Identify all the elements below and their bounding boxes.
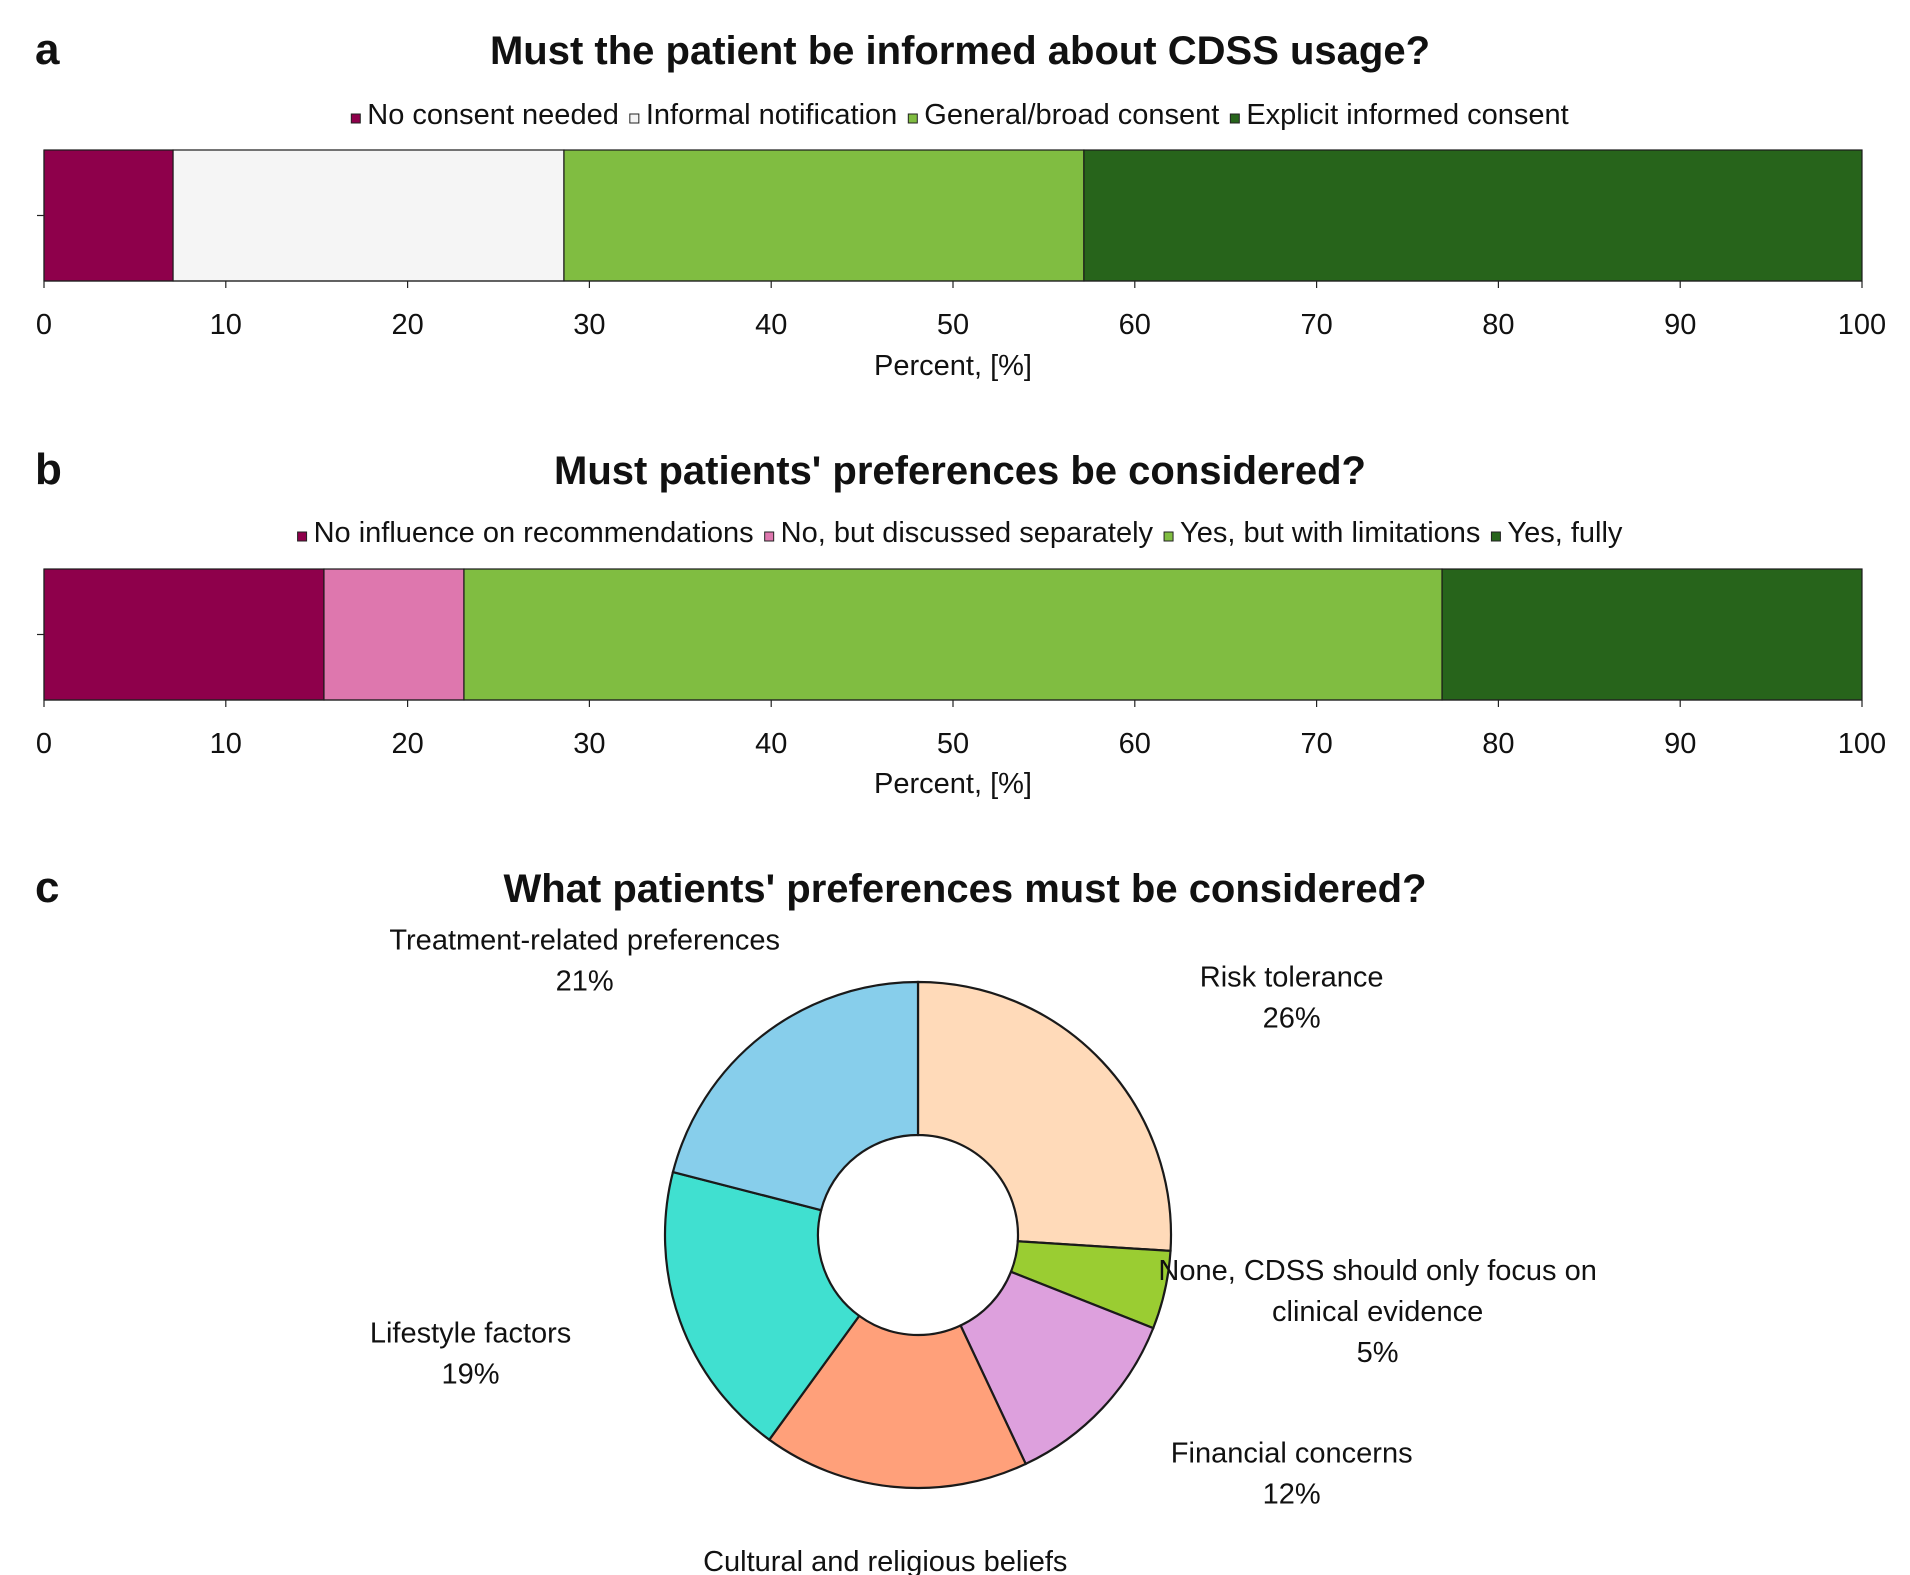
legend-label-yes-but-with-limitations: Yes, but with limitations (1180, 517, 1480, 549)
bar-segment-informal-notification (172, 149, 565, 282)
donut-slice-risk-tolerance (916, 980, 1173, 1253)
legend-item-general-broad-consent: General/broad consent (907, 99, 1219, 131)
x-tick-label: 0 (36, 728, 52, 760)
panel-letter-a: a (35, 25, 60, 74)
panel-b-x-axis-label: Percent, [%] (874, 768, 1032, 800)
x-tick-label: 70 (1300, 309, 1332, 341)
bar-segment-explicit-informed-consent (1083, 149, 1863, 282)
x-tick-label: 20 (391, 728, 423, 760)
slice-label-none-cdss-should-only-focus-on: None, CDSS should only focus on (1158, 1255, 1596, 1287)
legend-item-explicit-informed-consent: Explicit informed consent (1229, 99, 1569, 131)
x-tick-label: 80 (1482, 728, 1514, 760)
panel-b-x-axis: 0 10 20 30 40 50 60 70 80 90 100 (36, 569, 1886, 760)
panel-letter-c: c (35, 863, 59, 912)
x-tick-label: 10 (210, 728, 242, 760)
x-tick-label: 20 (391, 309, 423, 341)
x-tick-label: 10 (210, 309, 242, 341)
slice-percent-lifestyle-factors: 19% (442, 1358, 500, 1390)
legend-item-yes-but-with-limitations: Yes, but with limitations (1163, 517, 1480, 549)
slice-percent-financial-concerns: 12% (1263, 1479, 1321, 1511)
legend-label-explicit-informed-consent: Explicit informed consent (1246, 99, 1568, 131)
panel-c-title: What patients' preferences must be consi… (503, 867, 1426, 911)
bar-segment-general-broad-consent (563, 149, 1085, 282)
legend-label-general-broad-consent: General/broad consent (924, 99, 1219, 131)
panel-a-title: Must the patient be informed about CDSS … (490, 29, 1430, 73)
panel-c-donut (663, 980, 1173, 1490)
slice-label-lifestyle-factors: Lifestyle factors (370, 1317, 571, 1349)
legend-item-informal-notification: Informal notification (629, 99, 897, 131)
panel-a: a Must the patient be informed about CDS… (35, 25, 1886, 382)
x-tick-label: 70 (1300, 728, 1332, 760)
slice-label-cultural-and-religious-beliefs: Cultural and religious beliefs (703, 1546, 1067, 1575)
panel-b-legend: No influence on recommendations No, but d… (297, 517, 1623, 549)
x-tick-label: 60 (1119, 728, 1151, 760)
x-tick-label: 80 (1482, 309, 1514, 341)
x-tick-label: 0 (36, 309, 52, 341)
legend-item-no-but-discussed-separately: No, but discussed separately (764, 517, 1154, 549)
bar-segment-no-but-discussed-separately (323, 568, 465, 701)
slice-label-risk-tolerance: Risk tolerance (1200, 961, 1384, 993)
x-tick-label: 50 (937, 728, 969, 760)
legend-item-no-influence-on-recommendations: No influence on recommendations (297, 517, 754, 549)
x-tick-label: 100 (1838, 309, 1886, 341)
panel-a-x-axis-label: Percent, [%] (874, 350, 1032, 382)
x-tick-label: 60 (1119, 309, 1151, 341)
panel-b-title: Must patients' preferences be considered… (554, 449, 1366, 493)
legend-swatch-explicit-informed-consent (1229, 113, 1240, 124)
x-tick-label: 90 (1664, 728, 1696, 760)
legend-label-informal-notification: Informal notification (646, 99, 897, 131)
panel-c: c What patients' preferences must be con… (35, 863, 1597, 1575)
legend-swatch-general-broad-consent (907, 113, 918, 124)
legend-swatch-no-but-discussed-separately (764, 531, 775, 542)
slice-percent-none-cdss-should-only-focus-on: 5% (1357, 1337, 1399, 1369)
x-tick-label: 100 (1838, 728, 1886, 760)
slice-percent-risk-tolerance: 26% (1263, 1002, 1321, 1034)
bar-segment-yes-fully (1441, 568, 1863, 701)
panel-a-bars (43, 149, 1863, 282)
legend-item-no-consent-needed: No consent needed (350, 99, 619, 131)
legend-swatch-yes-fully (1490, 531, 1501, 542)
donut-slice-financial-concerns (959, 1270, 1155, 1466)
donut-slice-cultural-and-religious-beliefs (767, 1314, 1028, 1490)
x-tick-label: 90 (1664, 309, 1696, 341)
slice-label-line2-none-cdss-should-only-focus-on: clinical evidence (1272, 1296, 1483, 1328)
bar-segment-no-influence-on-recommendations (43, 568, 325, 701)
donut-slice-treatment-related-preferences (671, 980, 920, 1212)
panel-a-x-axis: 0 10 20 30 40 50 60 70 80 90 100 (36, 150, 1886, 341)
legend-swatch-no-influence-on-recommendations (297, 531, 308, 542)
panel-b: b Must patients' preferences be consider… (35, 445, 1886, 800)
x-tick-label: 50 (937, 309, 969, 341)
legend-item-yes-fully: Yes, fully (1490, 517, 1623, 549)
legend-label-no-influence-on-recommendations: No influence on recommendations (314, 517, 754, 549)
x-tick-label: 30 (573, 728, 605, 760)
legend-label-no-consent-needed: No consent needed (367, 99, 619, 131)
legend-label-yes-fully: Yes, fully (1507, 517, 1622, 549)
legend-label-no-but-discussed-separately: No, but discussed separately (781, 517, 1154, 549)
slice-label-financial-concerns: Financial concerns (1171, 1438, 1413, 1470)
legend-swatch-no-consent-needed (350, 113, 361, 124)
panel-c-slice-labels: Risk tolerance 26% None, CDSS should only … (370, 925, 1597, 1575)
x-tick-label: 40 (755, 309, 787, 341)
bar-segment-yes-but-with-limitations (463, 568, 1443, 701)
panel-a-legend: No consent needed Informal notification Ge… (350, 99, 1569, 131)
x-tick-label: 40 (755, 728, 787, 760)
legend-swatch-informal-notification (629, 113, 640, 124)
legend-swatch-yes-but-with-limitations (1163, 531, 1174, 542)
panel-letter-b: b (35, 445, 62, 494)
slice-label-treatment-related-preferences: Treatment-related preferences (389, 925, 780, 957)
bar-segment-no-consent-needed (43, 149, 174, 282)
slice-percent-treatment-related-preferences: 21% (556, 966, 614, 998)
donut-slice-lifestyle-factors (663, 1170, 861, 1442)
panel-b-bars (43, 568, 1863, 701)
x-tick-label: 30 (573, 309, 605, 341)
